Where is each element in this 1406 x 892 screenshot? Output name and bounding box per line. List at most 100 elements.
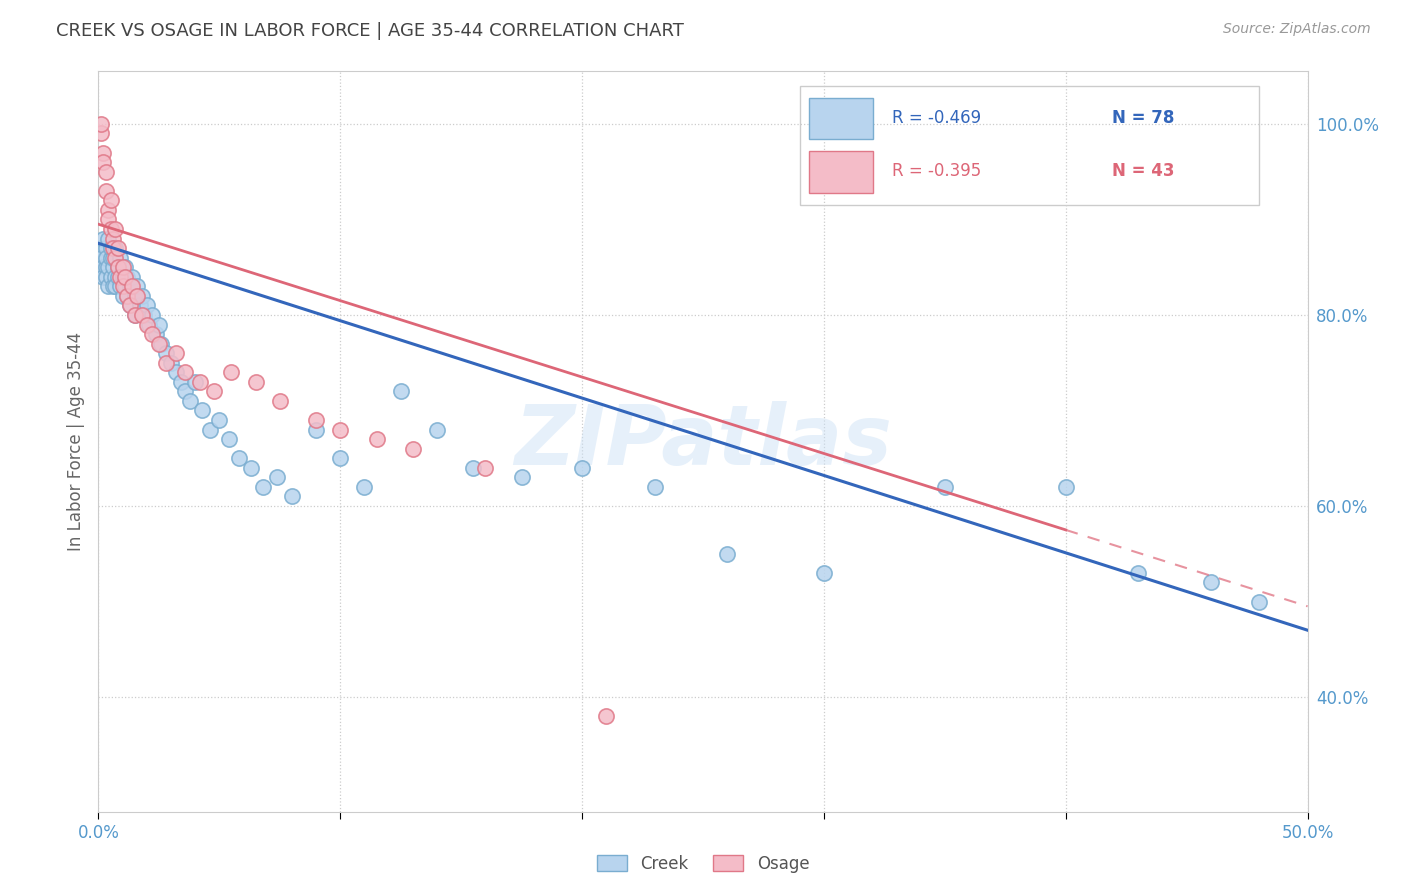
Point — [100, 222, 122, 236]
Point — [107, 260, 129, 275]
Point — [474, 460, 496, 475]
Point — [426, 423, 449, 437]
Point — [117, 289, 139, 303]
Point — [463, 460, 485, 475]
Point — [148, 336, 170, 351]
Point — [104, 251, 127, 265]
Point — [101, 279, 124, 293]
Point — [114, 260, 136, 275]
Point — [101, 251, 124, 265]
Point — [94, 241, 117, 255]
Point — [114, 279, 136, 293]
Point — [97, 231, 120, 245]
Point — [121, 279, 143, 293]
Point — [91, 269, 114, 284]
Point — [228, 451, 250, 466]
Point — [118, 298, 141, 312]
Point — [402, 442, 425, 456]
Y-axis label: In Labor Force | Age 35-44: In Labor Force | Age 35-44 — [66, 332, 84, 551]
Point — [111, 279, 134, 293]
Point — [97, 202, 120, 217]
Point — [595, 709, 617, 723]
Point — [97, 279, 120, 293]
Point — [121, 269, 143, 284]
Point — [204, 384, 226, 399]
Point — [117, 269, 139, 284]
Point — [94, 269, 117, 284]
Point — [94, 184, 117, 198]
Point — [169, 375, 191, 389]
Point — [114, 269, 136, 284]
Point — [138, 318, 160, 332]
Point — [97, 212, 120, 227]
Point — [97, 260, 120, 275]
Point — [100, 269, 122, 284]
Point — [366, 432, 388, 446]
Point — [128, 298, 150, 312]
Point — [266, 470, 288, 484]
Point — [252, 480, 274, 494]
Point — [91, 260, 114, 275]
Point — [208, 413, 231, 427]
Point — [107, 241, 129, 255]
Point — [101, 241, 124, 255]
Point — [1199, 575, 1222, 590]
Point — [155, 356, 177, 370]
Text: CREEK VS OSAGE IN LABOR FORCE | AGE 35-44 CORRELATION CHART: CREEK VS OSAGE IN LABOR FORCE | AGE 35-4… — [56, 22, 685, 40]
Point — [117, 289, 139, 303]
Point — [94, 164, 117, 178]
Point — [813, 566, 835, 580]
Point — [131, 289, 153, 303]
Point — [353, 480, 375, 494]
Point — [107, 260, 129, 275]
Point — [100, 241, 122, 255]
Point — [127, 289, 149, 303]
Point — [644, 480, 666, 494]
Point — [716, 547, 738, 561]
Point — [150, 336, 173, 351]
Point — [104, 222, 127, 236]
Point — [305, 423, 328, 437]
Point — [934, 480, 956, 494]
Point — [118, 279, 141, 293]
Point — [160, 356, 183, 370]
Point — [131, 308, 153, 322]
Point — [135, 318, 157, 332]
Point — [90, 251, 112, 265]
Point — [145, 327, 167, 342]
Point — [305, 413, 328, 427]
Point — [165, 365, 187, 379]
Point — [1054, 480, 1077, 494]
Point — [101, 231, 124, 245]
Point — [221, 365, 243, 379]
Point — [90, 241, 112, 255]
Point — [155, 346, 177, 360]
Point — [134, 308, 156, 322]
Point — [118, 298, 141, 312]
Point — [174, 365, 197, 379]
Point — [94, 251, 117, 265]
Point — [179, 393, 201, 408]
Point — [239, 460, 262, 475]
Legend: Creek, Osage: Creek, Osage — [591, 848, 815, 880]
Point — [135, 298, 157, 312]
Point — [111, 289, 134, 303]
Point — [127, 279, 149, 293]
Point — [90, 117, 112, 131]
Point — [100, 194, 122, 208]
Point — [281, 490, 304, 504]
Point — [108, 251, 131, 265]
Point — [104, 279, 127, 293]
Point — [104, 269, 127, 284]
Point — [329, 451, 352, 466]
Point — [90, 127, 112, 141]
Point — [1249, 594, 1271, 608]
Point — [141, 327, 163, 342]
Point — [329, 423, 352, 437]
Point — [245, 375, 267, 389]
Point — [124, 308, 146, 322]
Point — [91, 231, 114, 245]
Point — [571, 460, 593, 475]
Point — [111, 260, 134, 275]
Point — [100, 251, 122, 265]
